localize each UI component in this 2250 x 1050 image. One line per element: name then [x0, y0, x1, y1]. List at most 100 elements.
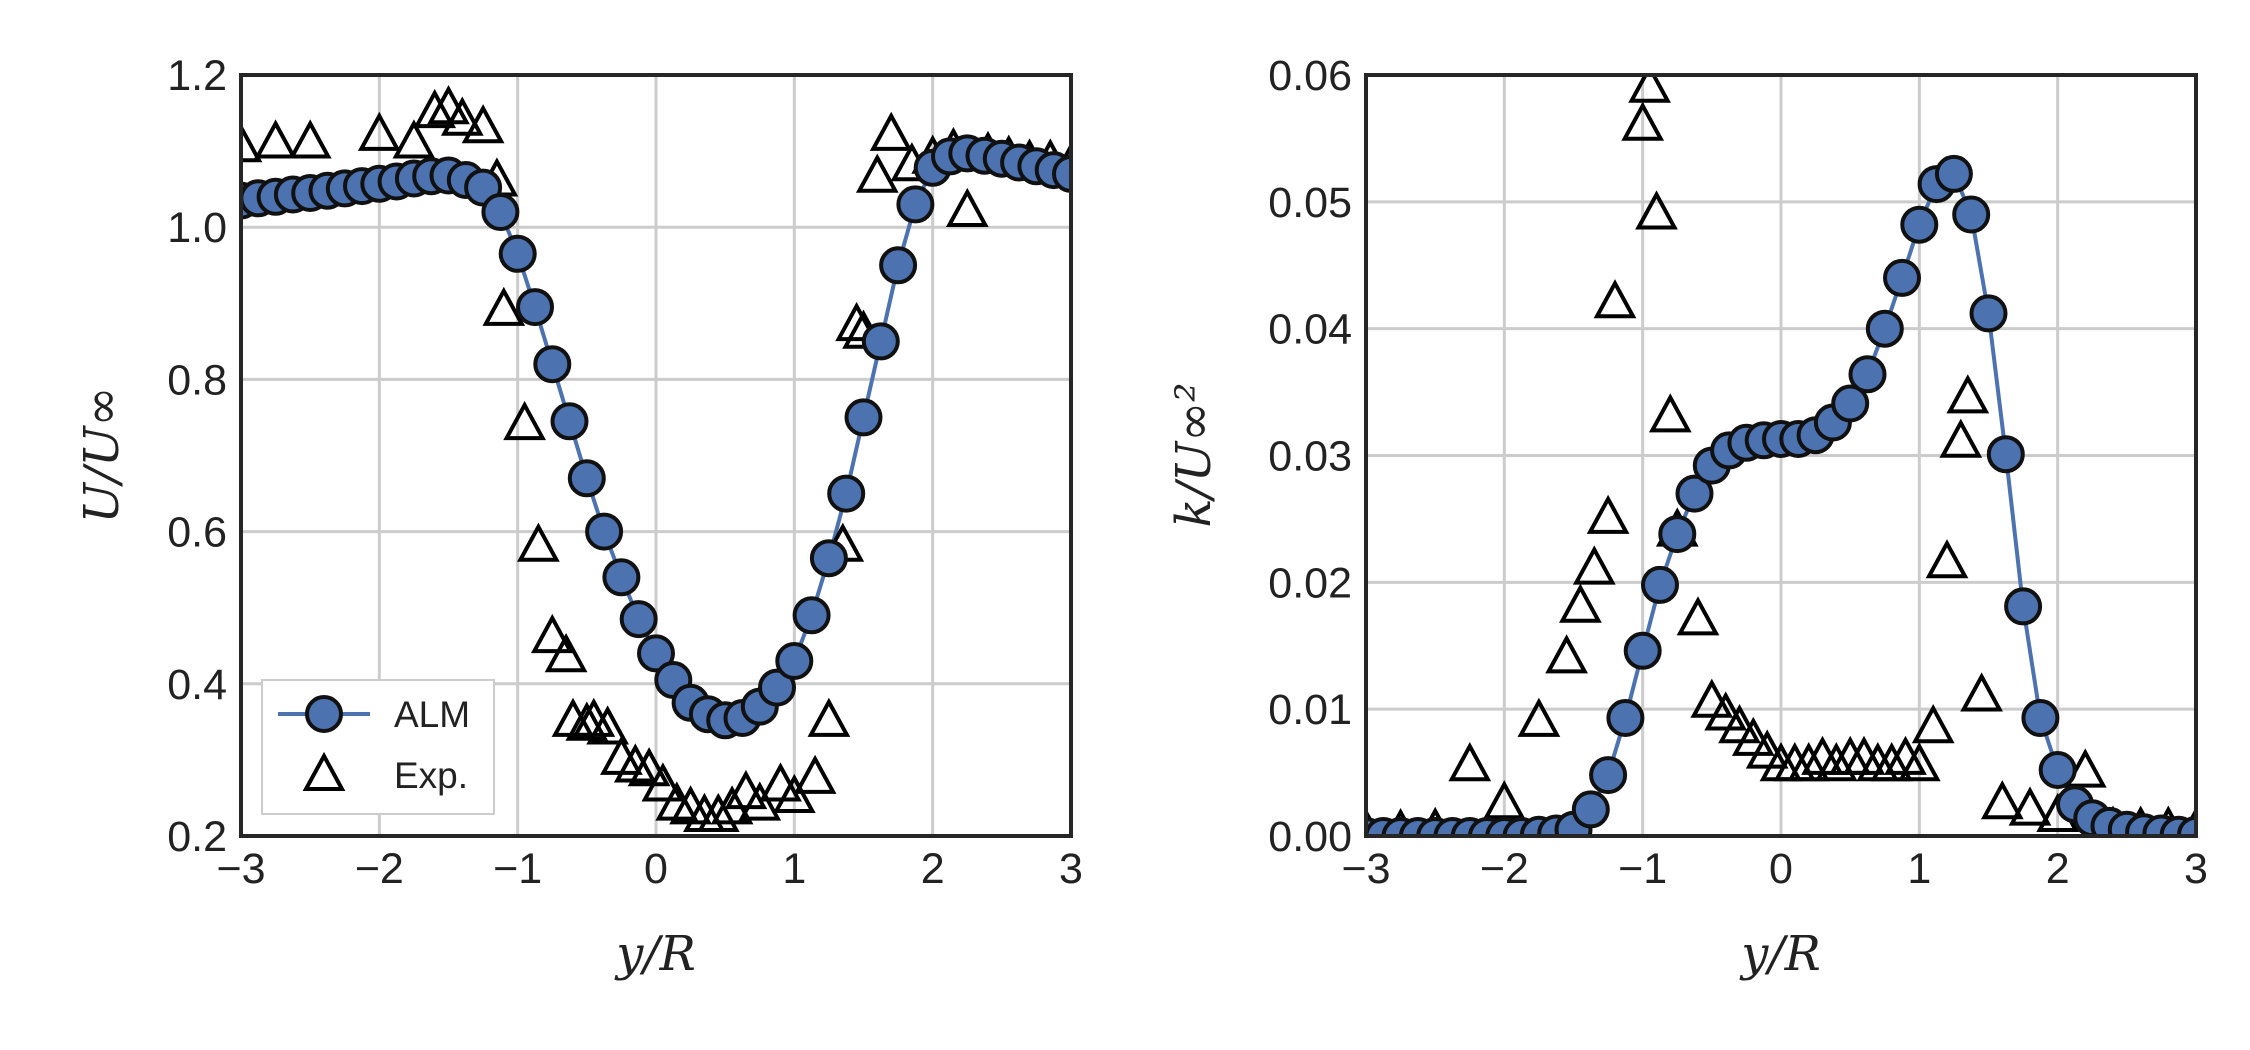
- exp-data-point: [1648, 393, 1692, 433]
- exp-data-point: [1621, 101, 1665, 141]
- exp-data-point: [641, 762, 685, 802]
- exp-data-point: [1897, 742, 1941, 782]
- plot-frame: [239, 73, 1073, 838]
- exp-data-point: [1814, 742, 1858, 782]
- alm-data-point: [1623, 631, 1662, 670]
- y-tick-label: 0.04: [1268, 306, 1352, 354]
- alm-data-point: [516, 288, 554, 327]
- alm-data-point: [1865, 309, 1904, 348]
- exp-data-point: [1676, 596, 1720, 636]
- alm-data-point: [1900, 205, 1939, 244]
- exp-data-point: [1745, 729, 1789, 769]
- exp-data-point: [1517, 697, 1561, 737]
- y-tick-label: 1.0: [167, 204, 227, 252]
- velocity-panel: −3 −2 −1 0 1 2 3 0.2 0.4 0.6 0.8 1.0 1.2 y/R U/U∞ AL…: [74, 52, 1083, 982]
- alm-marker-layer: [241, 134, 1071, 740]
- alm-data-point: [1952, 195, 1991, 234]
- exp-data-point: [544, 633, 588, 673]
- alm-data-point: [585, 512, 624, 551]
- x-tick-label: −2: [355, 845, 404, 893]
- exp-data-point: [482, 286, 526, 326]
- y-tick-label: 0.6: [167, 509, 227, 557]
- y-tick-label: 0.05: [1268, 179, 1352, 227]
- exp-data-point: [517, 522, 560, 562]
- alm-data-point: [1658, 515, 1697, 554]
- plot-frame: [1364, 73, 2198, 838]
- x-tick-label: 0: [1769, 845, 1793, 893]
- x-tick-label: −1: [493, 845, 542, 893]
- exp-data-point: [696, 792, 740, 832]
- exp-data-point: [503, 400, 546, 441]
- exp-data-point: [807, 697, 851, 737]
- y-axis-label: k/U∞²: [1166, 383, 1222, 528]
- x-tick-label: −3: [216, 845, 265, 893]
- exp-data-point: [1870, 742, 1914, 782]
- legend: ALM Exp.: [261, 679, 495, 815]
- alm-data-point: [2021, 699, 2060, 737]
- tick-labels: −3 −2 −1 0 1 2 3 0.00 0.01 0.02 0.03 0.04 0.05 0.06: [1268, 52, 2208, 893]
- x-tick-label: 1: [782, 845, 806, 893]
- y-tick-label: 0.00: [1268, 813, 1352, 861]
- alm-data-point: [498, 234, 537, 273]
- alm-data-point: [861, 322, 900, 361]
- x-tick-label: 2: [921, 845, 945, 893]
- alm-data-point: [1848, 355, 1887, 394]
- x-axis-label: y/R: [1739, 926, 1820, 982]
- exp-data-point: [1980, 780, 2024, 820]
- alm-data-point: [2004, 587, 2043, 626]
- exp-data-point: [835, 301, 878, 342]
- exp-data-point: [1960, 672, 2003, 712]
- x-axis-label: y/R: [614, 926, 695, 982]
- alm-data-point: [1052, 154, 1071, 193]
- alm-data-point: [775, 642, 814, 680]
- exp-data-point: [772, 773, 816, 813]
- alm-data-point: [2038, 751, 2077, 789]
- y-tick-label: 0.8: [167, 356, 227, 404]
- exp-data-point: [1545, 634, 1588, 674]
- exp-data-point: [1593, 279, 1637, 319]
- exp-data-point: [855, 153, 899, 193]
- exp-data-point: [1559, 583, 1602, 623]
- alm-data-point: [567, 459, 606, 498]
- tke-panel: −3 −2 −1 0 1 2 3 0.00 0.01 0.02 0.03 0.04 0.05 0.06 y…: [1166, 52, 2208, 982]
- legend-exp-marker: [302, 751, 346, 791]
- alm-data-point: [1831, 384, 1870, 423]
- exp-data-point: [1731, 716, 1775, 756]
- exp-data-point: [945, 187, 989, 227]
- alm-data-point: [602, 558, 641, 597]
- x-tick-label: 3: [2184, 845, 2208, 893]
- x-tick-label: 2: [2046, 845, 2070, 893]
- exp-data-point: [357, 111, 401, 151]
- alm-data-point: [1934, 154, 1973, 193]
- exp-data-point: [1925, 539, 1969, 579]
- alm-data-point: [809, 539, 848, 578]
- exp-data-point: [254, 119, 297, 159]
- exp-data-point: [869, 111, 913, 151]
- exp-data-point: [2008, 786, 2052, 826]
- legend-alm-label: ALM: [394, 694, 470, 735]
- exp-data-point: [1946, 374, 1990, 414]
- x-tick-label: 0: [644, 845, 668, 893]
- y-tick-label: 0.03: [1268, 433, 1352, 481]
- exp-data-point: [1704, 691, 1748, 731]
- x-tick-label: −3: [1341, 845, 1390, 893]
- alm-data-point: [1641, 565, 1679, 604]
- alm-data-point: [758, 668, 796, 707]
- alm-data-point: [550, 402, 589, 441]
- x-tick-label: 3: [1059, 845, 1083, 893]
- alm-data-point: [896, 185, 935, 224]
- exp-data-point: [627, 747, 671, 787]
- y-tick-label: 0.06: [1268, 52, 1352, 100]
- alm-data-point: [637, 634, 675, 673]
- alm-data-point: [792, 596, 831, 635]
- alm-data-point: [1571, 790, 1610, 829]
- exp-data-point: [440, 96, 484, 136]
- alm-data-point: [844, 398, 883, 437]
- exp-data-point: [241, 123, 263, 163]
- alm-data-point: [1986, 435, 2025, 474]
- exp-data-point: [1787, 742, 1831, 782]
- exp-data-point: [738, 781, 782, 821]
- alm-data-point: [1969, 294, 2008, 333]
- exp-data-point: [1635, 190, 1678, 230]
